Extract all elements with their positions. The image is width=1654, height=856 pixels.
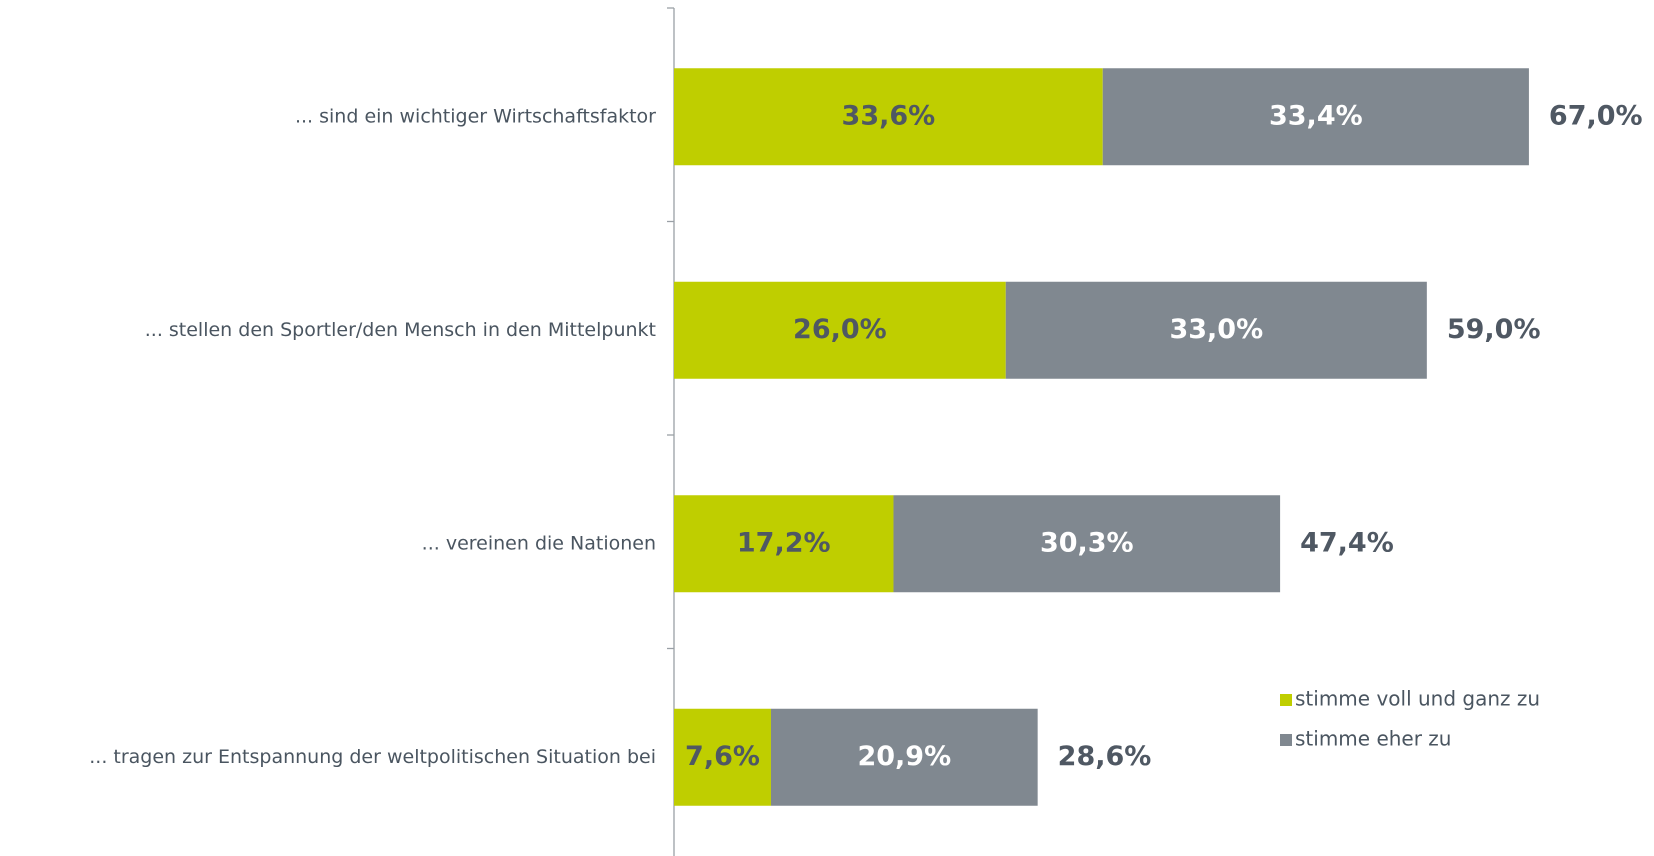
value-label: 33,0% — [1169, 314, 1263, 345]
value-label: 26,0% — [793, 314, 887, 345]
legend-label: stimme voll und ganz zu — [1295, 687, 1540, 711]
category-label: ... vereinen die Nationen — [422, 532, 656, 554]
total-label: 28,6% — [1058, 741, 1152, 772]
value-label: 20,9% — [857, 741, 951, 772]
total-label: 59,0% — [1447, 314, 1541, 345]
bar-segment — [674, 495, 894, 593]
total-label: 47,4% — [1300, 527, 1394, 558]
value-label: 7,6% — [685, 741, 760, 772]
category-axis — [667, 7, 675, 856]
category-label: ... tragen zur Entspannung der weltpolit… — [89, 746, 656, 768]
bar-segment — [1005, 281, 1427, 379]
bar-segment — [674, 68, 1103, 166]
legend-swatch — [1280, 734, 1292, 746]
bar-segment — [674, 281, 1006, 379]
value-label: 30,3% — [1040, 527, 1134, 558]
total-label: 67,0% — [1549, 100, 1643, 131]
value-label: 33,6% — [842, 100, 936, 131]
bar-segment — [893, 495, 1281, 593]
category-label: ... stellen den Sportler/den Mensch in d… — [145, 319, 656, 341]
legend-label: stimme eher zu — [1295, 727, 1451, 751]
category-label: ... sind ein wichtiger Wirtschaftsfaktor — [295, 105, 656, 127]
bar-segment — [1102, 68, 1529, 166]
value-label: 33,4% — [1269, 100, 1363, 131]
bar-segment — [770, 708, 1038, 806]
bar-segment — [674, 708, 771, 806]
legend-swatch — [1280, 694, 1292, 706]
value-label: 17,2% — [737, 527, 831, 558]
